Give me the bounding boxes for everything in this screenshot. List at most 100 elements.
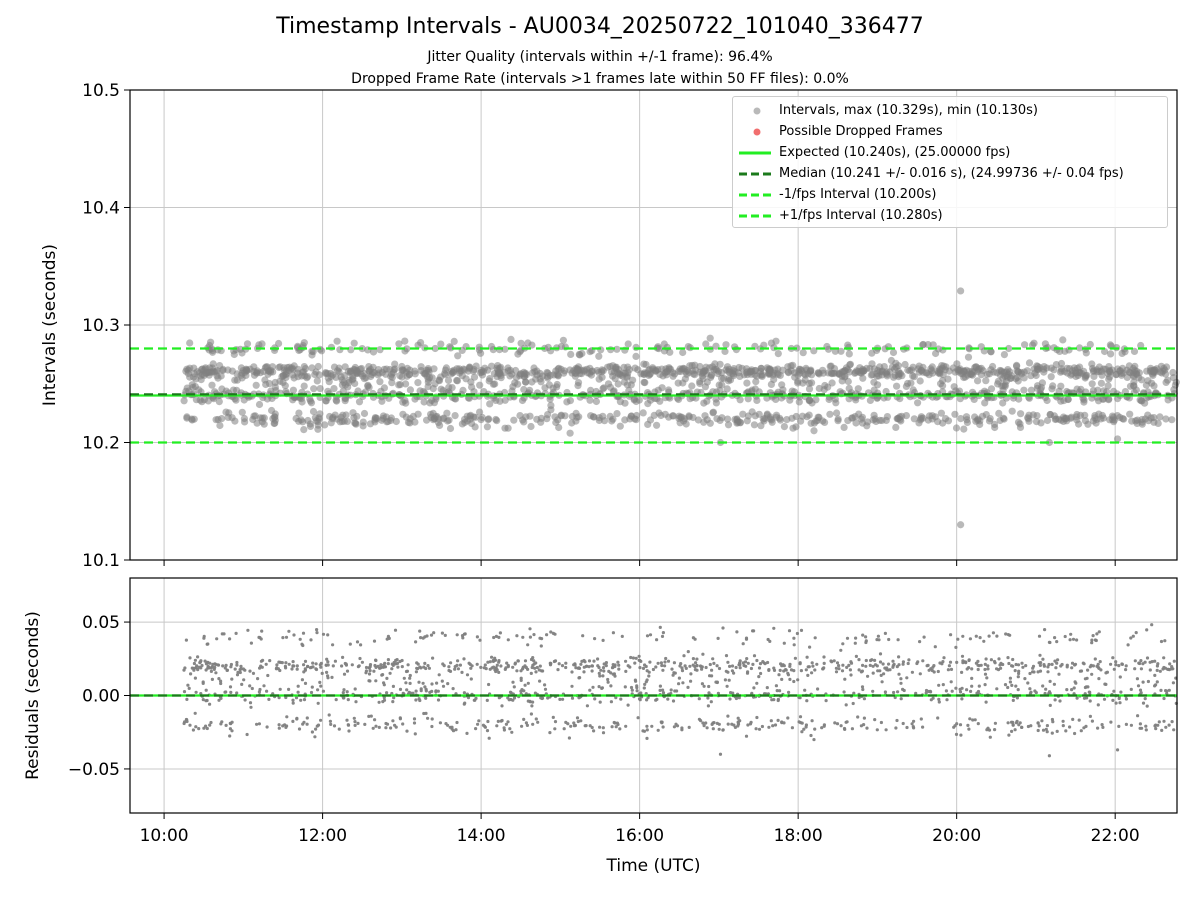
data-point bbox=[264, 370, 272, 378]
data-point bbox=[292, 664, 296, 668]
data-point bbox=[914, 365, 922, 373]
data-point bbox=[333, 397, 341, 405]
data-point bbox=[901, 687, 905, 692]
data-point bbox=[647, 674, 651, 678]
data-point bbox=[334, 698, 338, 702]
legend-item-intervals: Intervals, max (10.329s), min (10.130s) bbox=[733, 101, 1167, 121]
data-point bbox=[366, 365, 374, 373]
data-point bbox=[519, 678, 523, 683]
data-point bbox=[995, 634, 999, 638]
data-point bbox=[614, 370, 623, 378]
data-point bbox=[289, 396, 297, 404]
data-point bbox=[209, 348, 217, 356]
data-point bbox=[186, 339, 194, 347]
data-point bbox=[654, 665, 658, 669]
data-point bbox=[808, 379, 816, 387]
data-point bbox=[884, 728, 888, 732]
data-point bbox=[658, 384, 666, 392]
data-point bbox=[553, 720, 558, 724]
data-point bbox=[478, 638, 482, 642]
y-axis-label: Intervals (seconds) bbox=[40, 244, 60, 406]
data-point bbox=[545, 633, 549, 637]
data-point bbox=[333, 659, 337, 663]
data-point bbox=[837, 347, 845, 355]
data-point bbox=[390, 691, 394, 696]
data-point bbox=[551, 631, 556, 636]
data-point bbox=[353, 366, 361, 375]
data-point bbox=[887, 662, 891, 666]
data-point bbox=[487, 682, 491, 687]
outlier-point bbox=[957, 521, 965, 529]
data-point bbox=[1145, 704, 1149, 708]
data-point bbox=[584, 664, 589, 668]
data-point bbox=[555, 423, 563, 432]
data-point bbox=[193, 658, 197, 662]
data-point bbox=[966, 723, 970, 728]
data-point bbox=[303, 681, 308, 686]
data-point bbox=[987, 385, 996, 393]
data-point bbox=[786, 671, 790, 675]
data-point bbox=[265, 689, 269, 693]
data-point bbox=[864, 664, 868, 668]
data-point bbox=[646, 696, 650, 700]
data-point bbox=[712, 661, 716, 666]
data-point bbox=[1047, 691, 1051, 696]
data-point bbox=[795, 398, 803, 406]
data-point bbox=[504, 364, 512, 372]
data-point bbox=[959, 733, 963, 737]
data-point bbox=[958, 690, 963, 694]
data-point bbox=[265, 725, 269, 729]
data-point bbox=[1006, 656, 1010, 660]
data-point bbox=[664, 656, 668, 661]
chart-title: Timestamp Intervals - AU0034_20250722_10… bbox=[276, 14, 924, 39]
legend-dashed-line-icon bbox=[739, 214, 771, 218]
data-point bbox=[1082, 696, 1087, 700]
data-point bbox=[958, 723, 963, 727]
data-point bbox=[677, 676, 682, 680]
outlier-point bbox=[810, 427, 818, 435]
data-point bbox=[1162, 415, 1170, 423]
data-point bbox=[784, 668, 788, 672]
data-point bbox=[435, 681, 439, 685]
data-point bbox=[1129, 636, 1133, 640]
data-point bbox=[616, 722, 620, 727]
data-point bbox=[645, 736, 649, 741]
data-point bbox=[755, 715, 759, 720]
data-point bbox=[861, 663, 865, 668]
data-point bbox=[1033, 412, 1041, 420]
data-point bbox=[682, 368, 690, 376]
data-point bbox=[725, 684, 729, 688]
data-point bbox=[566, 366, 574, 374]
data-point bbox=[511, 665, 515, 669]
data-point bbox=[1166, 667, 1171, 672]
data-point bbox=[873, 658, 877, 663]
data-point bbox=[352, 716, 356, 720]
data-point bbox=[1011, 698, 1015, 703]
data-point bbox=[319, 718, 323, 722]
data-point bbox=[236, 670, 240, 675]
data-point bbox=[1008, 676, 1013, 680]
data-point bbox=[999, 666, 1003, 670]
data-point bbox=[837, 664, 841, 668]
data-point bbox=[1114, 663, 1118, 667]
data-point bbox=[800, 730, 804, 734]
data-point bbox=[800, 721, 804, 725]
data-point bbox=[386, 658, 390, 662]
data-point bbox=[553, 659, 558, 663]
data-point bbox=[302, 720, 306, 724]
data-point bbox=[301, 631, 306, 635]
data-point bbox=[215, 398, 223, 406]
data-point bbox=[886, 368, 894, 376]
data-point bbox=[810, 661, 814, 665]
data-point bbox=[895, 373, 903, 381]
data-point bbox=[772, 666, 776, 670]
data-point bbox=[1006, 721, 1010, 725]
data-point bbox=[672, 661, 677, 665]
data-point bbox=[710, 668, 714, 672]
data-point bbox=[1114, 701, 1118, 705]
data-point bbox=[471, 423, 479, 431]
data-point bbox=[417, 680, 421, 684]
data-point bbox=[446, 343, 454, 351]
data-point bbox=[831, 395, 839, 403]
data-point bbox=[839, 648, 843, 652]
